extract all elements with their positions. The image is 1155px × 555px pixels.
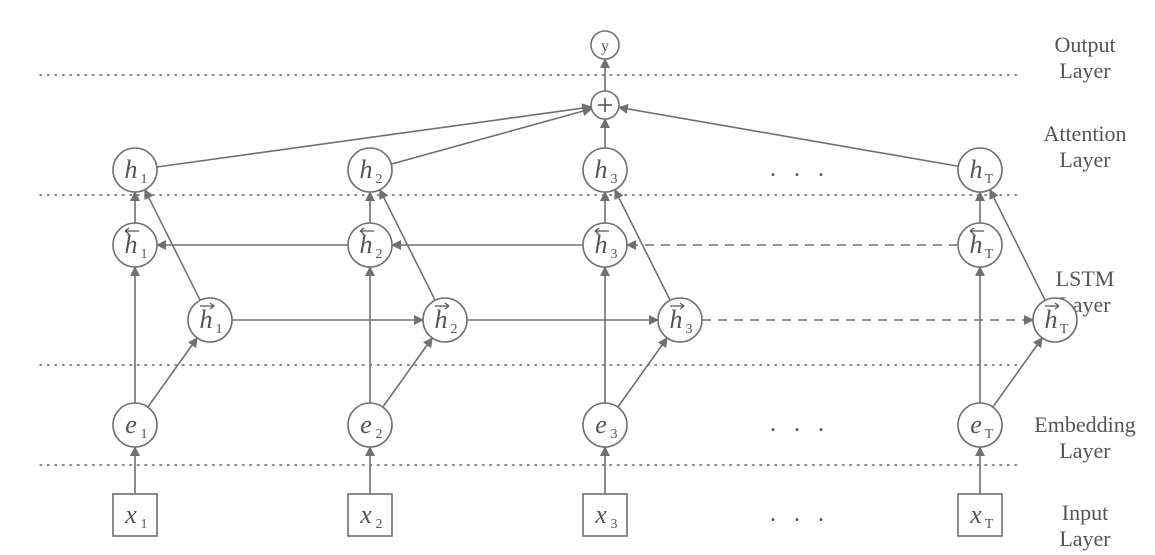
svg-text:3: 3 (611, 172, 618, 187)
layer-label: Layer (1059, 438, 1111, 463)
ellipsis: . . . (770, 501, 830, 527)
svg-text:e: e (595, 410, 607, 439)
svg-text:T: T (985, 172, 994, 187)
svg-text:h: h (595, 230, 608, 259)
svg-text:3: 3 (611, 427, 618, 442)
svg-text:h: h (125, 155, 138, 184)
svg-text:h: h (970, 155, 983, 184)
svg-text:T: T (1060, 322, 1069, 337)
svg-text:T: T (985, 247, 994, 262)
svg-text:2: 2 (376, 172, 383, 187)
svg-text:h: h (1045, 305, 1058, 334)
layer-label: Layer (1059, 147, 1111, 172)
svg-text:x: x (359, 500, 372, 529)
svg-text:x: x (594, 500, 607, 529)
svg-text:h: h (670, 305, 683, 334)
edge (618, 338, 667, 407)
svg-text:x: x (124, 500, 137, 529)
svg-text:3: 3 (611, 517, 618, 532)
edge (993, 338, 1042, 407)
edge (383, 338, 432, 407)
svg-text:1: 1 (216, 322, 223, 337)
svg-text:3: 3 (611, 247, 618, 262)
layer-label: Layer (1059, 526, 1111, 551)
svg-text:1: 1 (141, 517, 148, 532)
svg-text:h: h (360, 230, 373, 259)
svg-text:1: 1 (141, 427, 148, 442)
edge (148, 338, 197, 407)
ellipsis: . . . (770, 156, 830, 182)
ellipsis: . . . (770, 411, 830, 437)
svg-text:h: h (125, 230, 138, 259)
svg-text:e: e (125, 410, 137, 439)
svg-text:h: h (435, 305, 448, 334)
svg-text:e: e (360, 410, 372, 439)
svg-text:h: h (200, 305, 213, 334)
layer-label: Output (1054, 32, 1115, 57)
svg-text:2: 2 (376, 427, 383, 442)
layer-label: Layer (1059, 58, 1111, 83)
svg-text:1: 1 (141, 247, 148, 262)
layer-label: Input (1062, 500, 1108, 525)
svg-text:2: 2 (376, 517, 383, 532)
layer-label: Embedding (1034, 412, 1135, 437)
layer-label: LSTM (1056, 266, 1115, 291)
svg-text:x: x (969, 500, 982, 529)
svg-text:2: 2 (376, 247, 383, 262)
layer-label: Attention (1043, 121, 1126, 146)
output-label: y (601, 38, 609, 55)
svg-text:h: h (360, 155, 373, 184)
svg-text:1: 1 (141, 172, 148, 187)
svg-text:3: 3 (686, 322, 693, 337)
edge (391, 109, 591, 164)
svg-text:T: T (985, 427, 994, 442)
bilstm-attention-diagram: OutputLayerAttentionLayerLSTMLayerEmbedd… (0, 0, 1155, 555)
svg-text:h: h (970, 230, 983, 259)
svg-text:T: T (985, 517, 994, 532)
svg-text:h: h (595, 155, 608, 184)
svg-text:2: 2 (451, 322, 458, 337)
svg-text:e: e (970, 410, 982, 439)
